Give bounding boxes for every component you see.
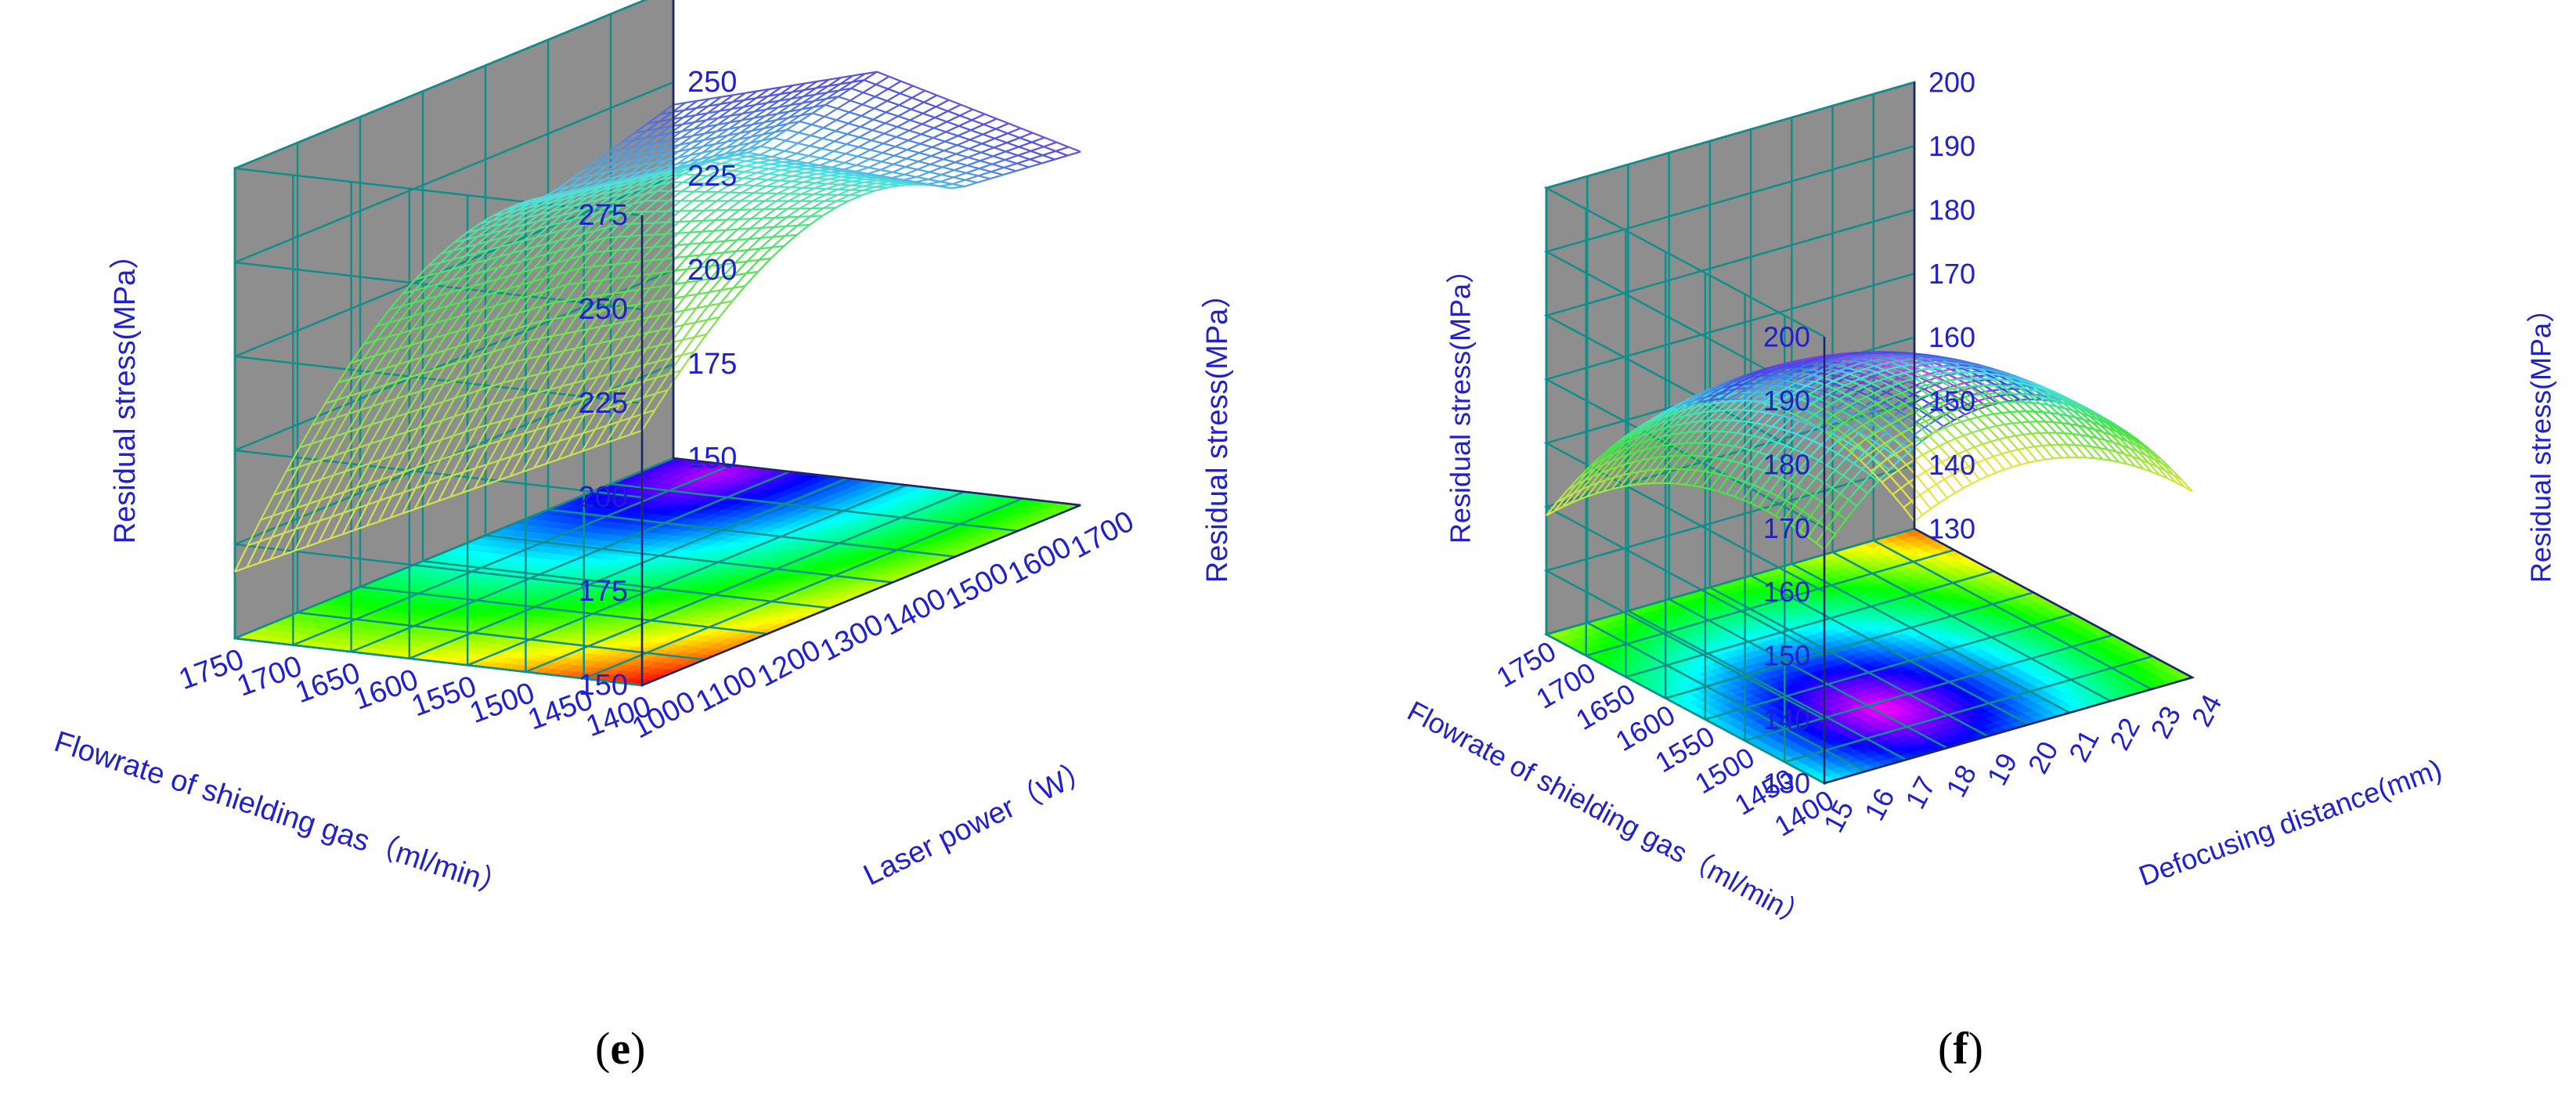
x-axis-title: Defocusing distance(mm) bbox=[2134, 753, 2446, 892]
z-tick-right: 225 bbox=[687, 160, 737, 193]
z-tick-right: 150 bbox=[1928, 385, 1975, 417]
z-tick-right: 130 bbox=[1928, 513, 1975, 545]
y-tick-label: 1600 bbox=[349, 663, 423, 717]
z-tick-left: 170 bbox=[1763, 512, 1810, 544]
axis-frame bbox=[640, 0, 1081, 687]
x-tick-label: 1600 bbox=[1003, 530, 1077, 591]
y-tick-label: 1700 bbox=[233, 649, 306, 703]
z-tick-right: 180 bbox=[1928, 193, 1975, 226]
z-tick-right: 190 bbox=[1928, 130, 1975, 162]
x-tick-label: 20 bbox=[2022, 736, 2065, 779]
z-tick-right: 150 bbox=[687, 442, 737, 475]
z-tick-right: 200 bbox=[1928, 67, 1975, 99]
z-tick-left: 150 bbox=[579, 669, 628, 702]
z-tick-left: 175 bbox=[579, 575, 628, 608]
z-tick-right: 175 bbox=[687, 348, 737, 381]
z-tick-left: 140 bbox=[1763, 703, 1810, 735]
x-tick-label: 21 bbox=[2062, 724, 2105, 768]
z-tick-left: 275 bbox=[579, 199, 628, 232]
panel-label-f: (f) bbox=[1938, 1023, 1983, 1074]
z-tick-right: 170 bbox=[1928, 258, 1975, 290]
y-tick-label: 1550 bbox=[407, 670, 481, 723]
x-tick-label: 22 bbox=[2103, 713, 2146, 756]
y-tick-label: 1650 bbox=[291, 656, 365, 710]
y-tick-label: 1750 bbox=[175, 643, 248, 696]
z-axis-title-right: Residual stress(MPa） bbox=[1201, 279, 1234, 583]
x-tick-label: 1300 bbox=[815, 608, 889, 668]
z-tick-right: 275 bbox=[687, 0, 737, 5]
surface-mesh bbox=[1546, 351, 2193, 551]
x-tick-label: 18 bbox=[1939, 760, 1983, 803]
chart-panel-e: 1501501751752002002252252502502752751000… bbox=[50, 0, 1234, 1074]
chart-e-plot: 1501501751752002002252252502502752751000… bbox=[50, 0, 1234, 904]
x-tick-label: 23 bbox=[2144, 701, 2187, 744]
z-tick-left: 160 bbox=[1763, 576, 1810, 608]
x-tick-label: 17 bbox=[1899, 771, 1942, 815]
x-tick-label: 1700 bbox=[1066, 505, 1139, 565]
chart-f-plot: 130 130 140 140 150 150 160 160 170 170 180 180 190 1… bbox=[1402, 67, 2557, 935]
y-tick-label: 1450 bbox=[524, 683, 597, 736]
x-tick-label: 1500 bbox=[940, 556, 1014, 616]
x-tick-label: 24 bbox=[2185, 689, 2228, 732]
z-tick-left: 180 bbox=[1763, 448, 1810, 480]
x-tick-label: 16 bbox=[1858, 783, 1901, 826]
y-axis-title: Flowrate of shielding gas（ml/min） bbox=[50, 725, 513, 904]
axis-frame bbox=[1823, 82, 2195, 785]
z-tick-left: 150 bbox=[1763, 640, 1810, 672]
z-tick-left: 200 bbox=[1763, 321, 1810, 353]
z-tick-left: 225 bbox=[579, 387, 628, 420]
x-tick-label: 1400 bbox=[878, 582, 951, 642]
chart-panel-f: 130 130 140 140 150 150 160 160 170 170 180 180 190 1… bbox=[1288, 0, 2576, 1120]
x-tick-label: 1100 bbox=[691, 659, 763, 718]
z-tick-left: 190 bbox=[1763, 385, 1810, 417]
z-tick-right: 200 bbox=[687, 254, 737, 287]
z-tick-right: 140 bbox=[1928, 449, 1975, 481]
z-tick-left: 130 bbox=[1763, 768, 1810, 800]
z-tick-left: 250 bbox=[579, 293, 628, 326]
surface-mesh bbox=[234, 70, 1081, 573]
z-axis-title-left: Residual stress(MPa） bbox=[1445, 255, 1477, 544]
z-axis-title-left: Residual stress(MPa） bbox=[109, 240, 142, 544]
x-axis-title: Laser power（W） bbox=[859, 753, 1099, 892]
z-tick-right: 160 bbox=[1928, 321, 1975, 353]
x-tick-label: 19 bbox=[1980, 748, 2023, 791]
z-tick-left: 200 bbox=[579, 481, 628, 514]
y-tick-label: 1500 bbox=[466, 677, 539, 730]
x-tick-label: 1200 bbox=[752, 634, 826, 694]
z-axis-title-right: Residual stress(MPa） bbox=[2525, 294, 2557, 583]
z-tick-right: 250 bbox=[687, 66, 737, 99]
panel-label-e: (e) bbox=[595, 1023, 646, 1074]
